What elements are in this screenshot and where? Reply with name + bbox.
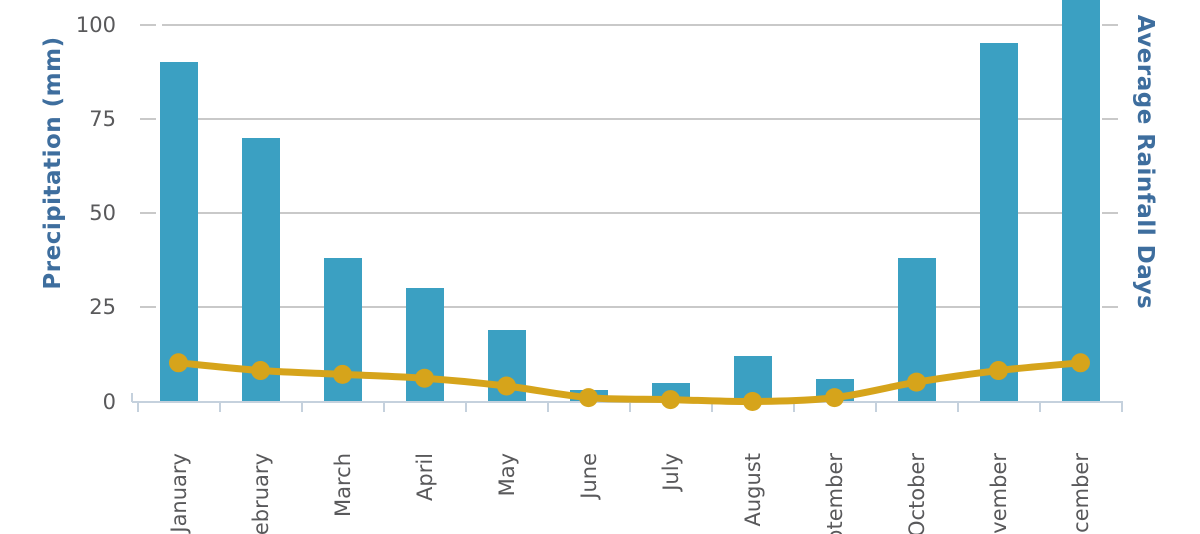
x-label-february: February [248, 453, 273, 534]
x-axis-tick-6 [628, 401, 631, 412]
x-axis-tick-3 [382, 401, 385, 412]
x-label-december: December [1068, 453, 1093, 534]
x-label-july: July [658, 453, 683, 491]
x-label-may: May [494, 453, 519, 497]
x-label-april: April [412, 453, 437, 501]
x-axis-tick-0 [136, 401, 139, 412]
y-tick-label-0: 0 [102, 389, 116, 414]
bar-july [651, 382, 690, 402]
right-tick-dash-100 [1102, 23, 1118, 26]
bar-january [159, 62, 198, 402]
x-axis-tick-2 [300, 401, 303, 412]
y-tick-label-25: 25 [89, 295, 116, 320]
y-tick-label-50: 50 [89, 201, 116, 225]
x-axis-tick-4 [464, 401, 467, 412]
right-tick-dash-75 [1102, 117, 1118, 120]
gridline-25 [162, 306, 1095, 309]
x-axis-tick-10 [956, 401, 959, 412]
x-label-march: March [330, 453, 355, 518]
x-axis-tick-7 [710, 401, 713, 412]
left-y-axis-title: Precipitation (mm) [40, 36, 66, 290]
left-tick-dash-100 [140, 23, 156, 26]
x-axis-tick-9 [874, 401, 877, 412]
x-axis-tick-5 [546, 401, 549, 412]
bar-august [733, 356, 772, 402]
x-axis-tick-11 [1038, 401, 1041, 412]
bar-december [1061, 0, 1100, 402]
y-axis-zero-tick [131, 392, 133, 402]
bar-september [815, 378, 854, 402]
x-axis-tick-12 [1120, 401, 1123, 412]
x-axis-tick-8 [792, 401, 795, 412]
x-axis-line [132, 400, 1123, 403]
bar-april [405, 288, 444, 402]
y-tick-label-75: 75 [89, 106, 116, 131]
x-label-october: October [904, 453, 929, 534]
x-label-january: January [166, 453, 191, 533]
x-label-september: September [822, 453, 847, 534]
x-label-june: June [576, 453, 601, 499]
bar-october [897, 258, 936, 402]
left-tick-dash-50 [140, 212, 156, 214]
bar-may [487, 329, 526, 402]
rainfall-days-line [175, 359, 1084, 406]
gridline-50 [162, 212, 1095, 214]
x-axis-tick-1 [218, 401, 221, 412]
left-tick-dash-25 [140, 306, 156, 309]
right-tick-dash-50 [1102, 212, 1118, 214]
x-label-november: November [986, 453, 1011, 534]
gridline-100 [162, 23, 1095, 26]
gridline-75 [162, 117, 1095, 120]
right-y-axis-title: Average Rainfall Days [1132, 14, 1158, 310]
left-tick-dash-75 [140, 117, 156, 120]
y-tick-label-100: 100 [75, 12, 116, 37]
right-tick-dash-25 [1102, 306, 1118, 309]
bar-march [323, 258, 362, 402]
bar-february [241, 137, 280, 402]
bar-november [979, 43, 1018, 402]
x-label-august: August [740, 453, 765, 527]
